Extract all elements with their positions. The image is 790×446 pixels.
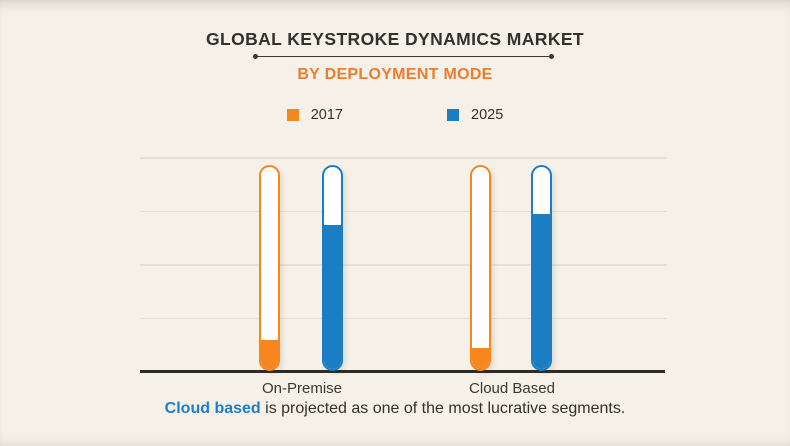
- title-divider: [253, 53, 554, 60]
- x-axis-line: [140, 369, 665, 373]
- chart-subtitle: BY DEPLOYMENT MODE: [297, 66, 493, 83]
- chart-plot-area: On-Premise Cloud Based: [140, 157, 667, 397]
- legend-swatch-2025: [447, 109, 459, 121]
- page-title: GLOBAL KEYSTROKE DYNAMICS MARKET: [205, 29, 585, 49]
- bar-track-on-premise-2025: [322, 165, 343, 371]
- divider-right-dot: [549, 54, 554, 59]
- caption: Cloud based is projected as one of the m…: [0, 400, 790, 418]
- bar-fill-cloud-based-2025: [533, 214, 550, 369]
- bar-track-cloud-based-2025: [531, 165, 552, 371]
- caption-text: is projected as one of the most lucrativ…: [260, 400, 626, 417]
- legend-swatch-2017: [286, 109, 299, 121]
- gridline: [140, 157, 667, 159]
- category-label-on-premise: On-Premise: [261, 380, 343, 397]
- category-label-cloud-based: Cloud Based: [469, 380, 555, 397]
- gridline: [140, 264, 667, 266]
- bar-fill-on-premise-2025: [324, 225, 341, 369]
- legend-item-2025: 2025: [447, 107, 503, 123]
- divider-line: [258, 55, 549, 58]
- bar-fill-cloud-based-2017: [472, 348, 489, 369]
- gridline: [140, 317, 667, 319]
- bar-fill-on-premise-2017: [261, 340, 278, 369]
- caption-highlight: Cloud based: [164, 400, 261, 417]
- bar-track-cloud-based-2017: [470, 165, 491, 371]
- legend: 2017 2025: [0, 107, 790, 123]
- legend-label-2017: 2017: [310, 107, 343, 123]
- divider-left-dot: [253, 54, 258, 59]
- legend-item-2017: 2017: [286, 107, 343, 123]
- bar-track-on-premise-2017: [259, 165, 280, 371]
- legend-label-2025: 2025: [471, 107, 504, 123]
- gridline: [140, 210, 667, 212]
